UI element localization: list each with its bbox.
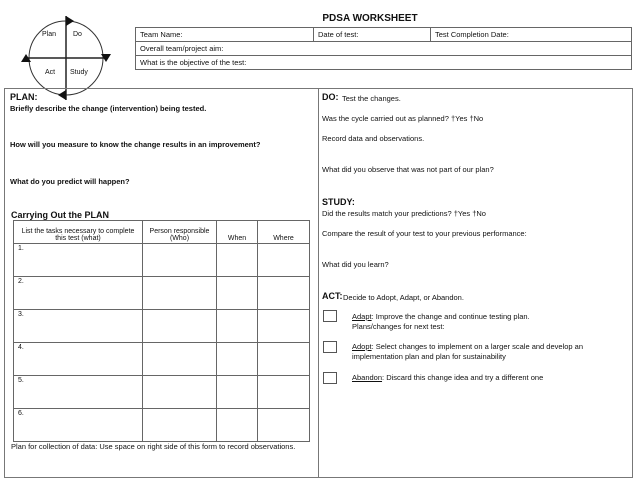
cycle-do: Do	[73, 31, 82, 38]
task-cell[interactable]: 6.	[13, 408, 143, 442]
abandon-checkbox[interactable]	[323, 372, 337, 384]
column-divider	[318, 89, 319, 477]
task-cell[interactable]: 2.	[13, 276, 143, 310]
plan-q3: What do you predict will happen?	[10, 177, 130, 186]
col-who: Person responsible (Who)	[142, 220, 217, 244]
act-heading: ACT:	[322, 291, 343, 301]
where-cell[interactable]	[257, 276, 310, 310]
aim-field[interactable]: Overall team/project aim:	[135, 41, 632, 56]
adapt-text2: Plans/changes for next test:	[352, 322, 445, 331]
cycle-act: Act	[45, 69, 56, 76]
cycle-plan: Plan	[42, 31, 57, 38]
who-cell[interactable]	[142, 342, 217, 376]
carrying-heading: Carrying Out the PLAN	[11, 210, 110, 220]
table-row: 1.	[13, 243, 310, 277]
completion-date-field[interactable]: Test Completion Date:	[430, 27, 632, 42]
task-cell[interactable]: 4.	[13, 342, 143, 376]
where-cell[interactable]	[257, 375, 310, 409]
study-heading: STUDY:	[322, 197, 355, 207]
task-cell[interactable]: 5.	[13, 375, 143, 409]
do-q3: What did you observe that was not part o…	[322, 165, 494, 174]
do-q1: Was the cycle carried out as planned? †Y…	[322, 114, 484, 123]
tasks-table: List the tasks necessary to complete thi…	[13, 220, 310, 442]
col-where: Where	[257, 220, 310, 244]
plan-q1: Briefly describe the change (interventio…	[10, 104, 207, 113]
who-cell[interactable]	[142, 375, 217, 409]
task-cell[interactable]: 1.	[13, 243, 143, 277]
adopt-text: : Select changes to implement on a large…	[371, 342, 583, 351]
abandon-option: Abandon: Discard this change idea and tr…	[352, 373, 543, 382]
when-cell[interactable]	[216, 309, 258, 343]
where-cell[interactable]	[257, 309, 310, 343]
page-title: PDSA WORKSHEET	[322, 13, 418, 24]
who-cell[interactable]	[142, 276, 217, 310]
study-q1: Did the results match your predictions? …	[322, 209, 486, 218]
when-cell[interactable]	[216, 375, 258, 409]
do-heading: DO:	[322, 92, 339, 102]
adapt-text: : Improve the change and continue testin…	[371, 312, 530, 321]
when-cell[interactable]	[216, 342, 258, 376]
study-q2: Compare the result of your test to your …	[322, 229, 527, 238]
abandon-text: : Discard this change idea and try a dif…	[382, 373, 544, 382]
adopt-checkbox[interactable]	[323, 341, 337, 353]
plan-heading: PLAN:	[10, 92, 38, 102]
study-q3: What did you learn?	[322, 260, 389, 269]
adopt-label: Adopt	[352, 342, 372, 351]
who-cell[interactable]	[142, 309, 217, 343]
cycle-arrows-icon	[21, 16, 111, 100]
team-name-field[interactable]: Team Name:	[135, 27, 314, 42]
table-row: 5.	[13, 375, 310, 409]
who-cell[interactable]	[142, 408, 217, 442]
cycle-study: Study	[70, 69, 88, 76]
where-cell[interactable]	[257, 243, 310, 277]
who-cell[interactable]	[142, 243, 217, 277]
col-what: List the tasks necessary to complete thi…	[13, 220, 143, 244]
col-when: When	[216, 220, 258, 244]
when-cell[interactable]	[216, 276, 258, 310]
abandon-label: Abandon	[352, 373, 383, 382]
do-subtitle: Test the changes.	[342, 94, 401, 103]
table-row: 2.	[13, 276, 310, 310]
adapt-option: Adapt: Improve the change and continue t…	[352, 312, 530, 321]
when-cell[interactable]	[216, 243, 258, 277]
pdsa-cycle-diagram: Plan Do Act Study	[18, 10, 114, 106]
date-of-test-field[interactable]: Date of test:	[313, 27, 431, 42]
table-row: 6.	[13, 408, 310, 442]
objective-field[interactable]: What is the objective of the test:	[135, 55, 632, 70]
task-cell[interactable]: 3.	[13, 309, 143, 343]
worksheet-body: PLAN: Briefly describe the change (inter…	[4, 88, 633, 478]
act-subtitle: Decide to Adopt, Adapt, or Abandon.	[343, 293, 464, 302]
data-collection-note: Plan for collection of data: Use space o…	[11, 442, 296, 451]
when-cell[interactable]	[216, 408, 258, 442]
adopt-option: Adopt: Select changes to implement on a …	[352, 342, 583, 351]
adopt-text2: implementation plan and plan for sustain…	[352, 352, 506, 361]
where-cell[interactable]	[257, 342, 310, 376]
table-row: 3.	[13, 309, 310, 343]
plan-q2: How will you measure to know the change …	[10, 140, 261, 149]
where-cell[interactable]	[257, 408, 310, 442]
adapt-label: Adapt	[352, 312, 372, 321]
adapt-checkbox[interactable]	[323, 310, 337, 322]
table-row: 4.	[13, 342, 310, 376]
header-table: Team Name: Date of test: Test Completion D…	[135, 27, 632, 70]
do-q2: Record data and observations.	[322, 134, 425, 143]
